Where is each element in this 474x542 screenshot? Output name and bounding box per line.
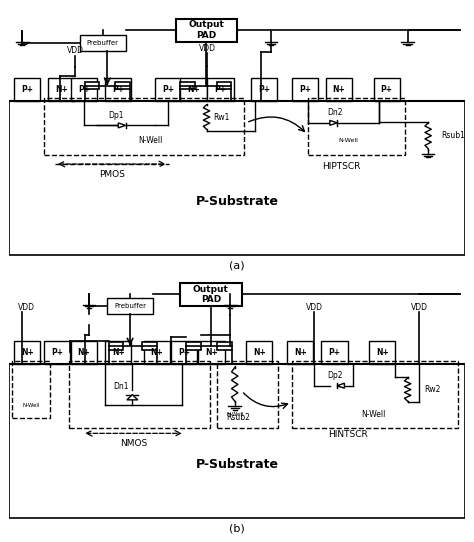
Bar <box>217 361 278 428</box>
Text: VDD: VDD <box>199 44 216 53</box>
Bar <box>292 78 318 101</box>
Bar <box>14 78 40 101</box>
Bar <box>246 340 273 364</box>
Bar <box>142 342 157 350</box>
Text: N-Well: N-Well <box>138 137 163 145</box>
Bar <box>180 283 242 306</box>
Text: P+: P+ <box>299 85 311 94</box>
Bar <box>180 78 207 101</box>
Bar <box>44 99 244 155</box>
Bar <box>186 342 201 350</box>
Text: N+: N+ <box>253 348 265 357</box>
Text: VDD: VDD <box>410 302 428 312</box>
Bar <box>48 78 74 101</box>
Polygon shape <box>337 383 345 388</box>
Bar <box>109 342 123 350</box>
Polygon shape <box>330 120 337 125</box>
Text: VDD: VDD <box>67 46 84 55</box>
Text: Output
PAD: Output PAD <box>188 21 224 40</box>
Bar <box>251 78 277 101</box>
Text: HIPTSCR: HIPTSCR <box>322 162 361 171</box>
Polygon shape <box>127 395 138 400</box>
Text: Dn1: Dn1 <box>113 383 129 391</box>
Text: Dn2: Dn2 <box>327 108 343 117</box>
Text: P+: P+ <box>381 85 392 94</box>
Bar <box>105 78 131 101</box>
Text: PMOS: PMOS <box>99 170 125 179</box>
Text: Prebuffer: Prebuffer <box>87 40 119 46</box>
Text: (a): (a) <box>229 261 245 270</box>
Text: Dp1: Dp1 <box>109 111 124 120</box>
Text: N-Well: N-Well <box>338 138 358 143</box>
Text: Prebuffer: Prebuffer <box>114 303 146 309</box>
Bar <box>12 361 50 418</box>
Polygon shape <box>118 123 126 128</box>
Text: N-Well: N-Well <box>361 410 386 418</box>
Text: P+: P+ <box>21 85 33 94</box>
Bar <box>292 361 458 428</box>
Text: N+: N+ <box>55 85 68 94</box>
Bar <box>107 298 153 314</box>
Bar <box>180 82 195 89</box>
Text: P+: P+ <box>328 348 340 357</box>
Text: N+: N+ <box>376 348 389 357</box>
Text: P+: P+ <box>112 85 124 94</box>
Text: Rsub2: Rsub2 <box>227 414 250 422</box>
Text: N+: N+ <box>333 85 345 94</box>
Bar <box>217 82 231 89</box>
Text: Dp2: Dp2 <box>327 371 343 380</box>
Bar <box>115 82 129 89</box>
Bar <box>198 340 225 364</box>
Text: P+: P+ <box>178 348 190 357</box>
Bar <box>44 340 70 364</box>
Text: N+: N+ <box>78 348 91 357</box>
Bar <box>369 340 395 364</box>
Text: VDD: VDD <box>18 302 35 312</box>
Text: P+: P+ <box>78 85 90 94</box>
Bar <box>287 340 313 364</box>
Bar <box>71 340 97 364</box>
Text: Rw1: Rw1 <box>213 113 229 121</box>
Text: N+: N+ <box>151 348 163 357</box>
Bar <box>144 340 170 364</box>
Bar <box>374 78 400 101</box>
Bar <box>218 342 232 350</box>
Text: HINTSCR: HINTSCR <box>328 430 368 439</box>
Text: N+: N+ <box>112 348 125 357</box>
Bar <box>175 18 237 42</box>
Bar <box>69 361 210 428</box>
Bar <box>9 101 465 255</box>
Text: VDD: VDD <box>306 302 323 312</box>
Bar <box>321 340 347 364</box>
Text: P+: P+ <box>51 348 63 357</box>
Text: (b): (b) <box>229 524 245 533</box>
Bar <box>84 82 99 89</box>
Text: NMOS: NMOS <box>119 439 147 448</box>
Text: P+: P+ <box>162 85 174 94</box>
Text: N+: N+ <box>294 348 307 357</box>
Text: P+: P+ <box>258 85 270 94</box>
Text: Rw2: Rw2 <box>425 385 441 394</box>
Text: N-Well: N-Well <box>226 411 244 416</box>
Bar <box>71 78 97 101</box>
Text: Output
PAD: Output PAD <box>193 285 229 304</box>
Text: N+: N+ <box>205 348 218 357</box>
Bar <box>80 35 126 51</box>
Text: N+: N+ <box>21 348 34 357</box>
Bar <box>208 78 234 101</box>
Bar <box>9 364 465 518</box>
Bar <box>171 340 197 364</box>
Bar <box>326 78 352 101</box>
Text: P-Substrate: P-Substrate <box>195 195 279 208</box>
Text: N-Well: N-Well <box>22 403 39 408</box>
Text: P+: P+ <box>215 85 227 94</box>
Bar <box>105 340 131 364</box>
Text: N+: N+ <box>187 85 200 94</box>
Text: Rsub1: Rsub1 <box>441 131 465 140</box>
Text: P-Substrate: P-Substrate <box>195 458 279 470</box>
Bar <box>308 99 405 155</box>
Bar <box>155 78 182 101</box>
Bar <box>14 340 40 364</box>
